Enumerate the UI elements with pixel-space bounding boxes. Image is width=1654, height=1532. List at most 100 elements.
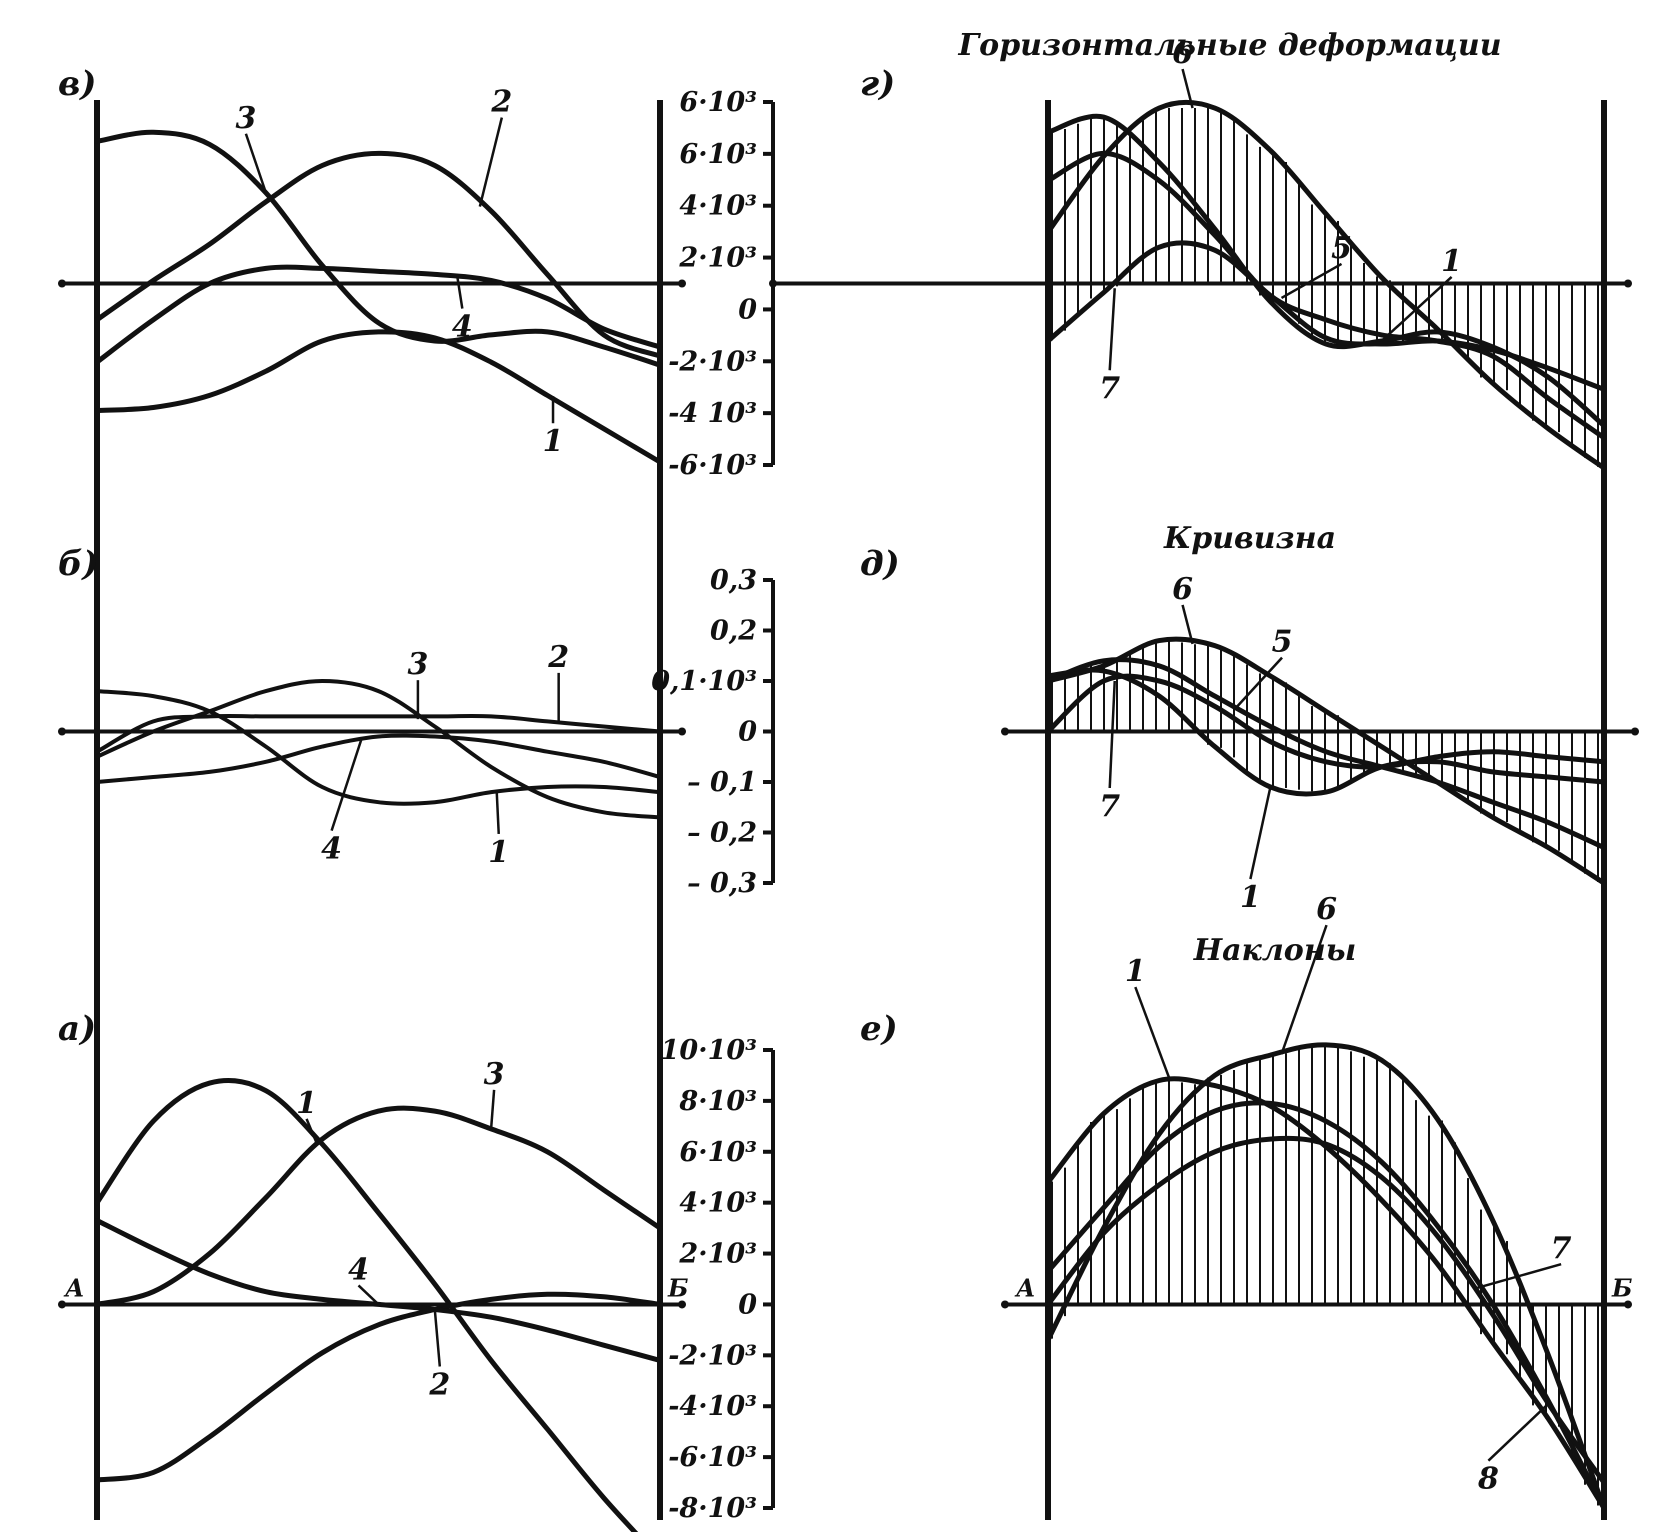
y-tick-label: 0,3 — [710, 565, 757, 596]
y-tick-label: 0 — [738, 294, 757, 325]
series-label-leader — [305, 1118, 318, 1144]
zero-axis-end-dot — [1624, 279, 1632, 288]
series-label-5: 5 — [1331, 231, 1352, 266]
y-tick-label: – 0,2 — [687, 818, 757, 849]
panel-label: в) — [58, 64, 96, 104]
series-label-6: 6 — [1316, 892, 1337, 927]
series-label-leader — [1487, 1402, 1550, 1462]
series-label-7: 7 — [1099, 371, 1120, 406]
series-label-leader — [495, 791, 500, 835]
y-tick-label: 0,1·10³ — [651, 666, 757, 697]
series-label-2: 2 — [428, 1368, 450, 1403]
y-tick-label: 0,2 — [710, 616, 757, 647]
series-line-2 — [94, 1291, 663, 1483]
series-label-leader — [489, 1089, 496, 1129]
series-label-leader — [1280, 924, 1328, 1055]
y-tick-label: -8·10³ — [668, 1493, 757, 1524]
panel-label: а) — [58, 1009, 96, 1049]
series-label-3: 3 — [484, 1057, 505, 1092]
series-line-1 — [1045, 667, 1607, 797]
series-label-1: 1 — [543, 424, 564, 459]
series-line-8 — [1045, 1135, 1607, 1486]
y-tick-label: 0 — [738, 717, 757, 748]
point-label-b: Б — [667, 1273, 689, 1302]
y-tick-label: – 0,1 — [687, 767, 757, 798]
zero-axis-end-dot — [1001, 1300, 1009, 1309]
panel-label: е) — [860, 1009, 898, 1049]
series-line-3 — [94, 129, 663, 368]
series-label-leader — [1280, 262, 1343, 299]
series-line-7 — [1045, 673, 1607, 770]
series-line-4 — [95, 733, 662, 784]
y-tick-label: – 0,3 — [687, 868, 757, 899]
series-label-4: 4 — [452, 310, 473, 345]
y-tick-label: 6·10³ — [679, 1137, 757, 1168]
series-label-leader — [1475, 1262, 1562, 1290]
series-label-7: 7 — [1099, 789, 1120, 824]
series-line-7 — [1045, 1100, 1607, 1511]
y-tick-label: 2·10³ — [678, 243, 757, 274]
y-tick-label: 2·10³ — [678, 1239, 757, 1270]
series-label-leader — [478, 117, 504, 207]
series-label-leader — [357, 1284, 380, 1306]
series-label-2: 2 — [547, 640, 569, 675]
series-line-2 — [94, 150, 663, 359]
series-label-4: 4 — [348, 1252, 369, 1287]
series-line-6 — [1045, 636, 1607, 886]
series-line-1 — [94, 329, 663, 465]
series-line-4 — [94, 1218, 663, 1363]
y-tick-label: -2·10³ — [668, 1340, 757, 1371]
series-label-leader — [1181, 68, 1194, 109]
series-line-4 — [94, 264, 663, 365]
series-label-6: 6 — [1172, 572, 1193, 607]
zero-axis-end-dot — [58, 727, 66, 736]
series-label-8: 8 — [1477, 1462, 1499, 1497]
series-line-7 — [1045, 240, 1607, 392]
series-line-5 — [1045, 150, 1607, 441]
series-label-leader — [1108, 680, 1116, 789]
y-tick-label: 6·10³ — [679, 139, 757, 170]
zero-axis-end-dot — [1631, 727, 1639, 736]
y-tick-label: 10·10³ — [661, 1035, 758, 1066]
series-line-3 — [95, 679, 662, 820]
series-line-1 — [94, 1078, 639, 1532]
zero-axis-end-dot — [58, 1300, 66, 1309]
y-tick-label: 4·10³ — [679, 191, 757, 222]
point-label-b: Б — [1611, 1273, 1633, 1302]
series-label-1: 1 — [1441, 244, 1462, 279]
y-tick-label: -2·10³ — [668, 346, 757, 377]
series-label-leader — [456, 276, 464, 309]
panel-title: Горизонтальные деформации — [957, 28, 1501, 63]
y-tick-label: -6·10³ — [668, 450, 757, 481]
y-tick-label: 6·10³ — [679, 87, 757, 118]
y-tick-label: 4·10³ — [679, 1188, 757, 1219]
series-label-3: 3 — [407, 647, 428, 682]
series-label-leader — [1134, 986, 1172, 1082]
series-label-leader — [1108, 288, 1116, 371]
zero-axis-end-dot — [678, 727, 686, 736]
series-label-5: 5 — [1272, 625, 1293, 660]
zero-axis-end-dot — [678, 1300, 686, 1309]
zero-axis-end-dot — [1001, 727, 1009, 736]
y-tick-label: -4 10³ — [668, 398, 757, 429]
series-line-2 — [95, 714, 662, 754]
series-label-2: 2 — [490, 85, 512, 120]
zero-axis-end-dot — [1624, 1300, 1632, 1309]
zero-axis-end-dot — [58, 279, 66, 288]
series-line-1 — [95, 689, 662, 806]
series-label-leader — [1181, 604, 1194, 645]
series-label-1: 1 — [1240, 880, 1261, 915]
y-tick-label: 8·10³ — [678, 1086, 757, 1117]
panel-title: Наклоны — [1193, 933, 1356, 968]
series-label-1: 1 — [488, 835, 509, 870]
series-label-leader — [1236, 656, 1283, 708]
series-label-4: 4 — [321, 832, 342, 867]
series-line-1 — [1045, 1076, 1607, 1511]
point-label-a: А — [1014, 1273, 1036, 1302]
zero-axis-end-dot — [678, 279, 686, 288]
series-line-6 — [1045, 99, 1607, 471]
y-tick-label: -4·10³ — [668, 1391, 757, 1422]
series-label-6: 6 — [1172, 36, 1193, 71]
series-label-1: 1 — [296, 1086, 317, 1121]
